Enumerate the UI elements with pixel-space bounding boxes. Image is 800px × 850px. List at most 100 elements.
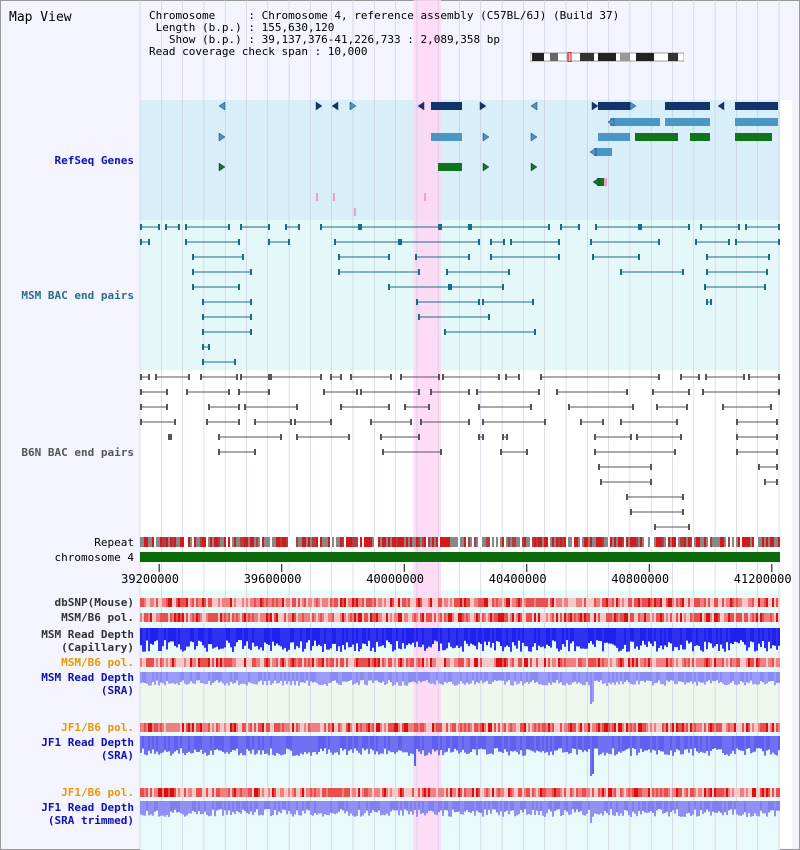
msm-bac-pair[interactable] xyxy=(285,224,287,230)
msm-bac-pair[interactable] xyxy=(440,224,442,230)
msm-bac-pair[interactable] xyxy=(208,344,210,350)
b6n-bac-pair[interactable] xyxy=(330,374,332,380)
gene-block[interactable] xyxy=(665,102,710,110)
b6n-bac-pair[interactable] xyxy=(778,374,780,380)
b6n-bac-pair[interactable] xyxy=(428,404,430,410)
b6n-bac-pair[interactable] xyxy=(296,434,298,440)
msm-bac-pair[interactable] xyxy=(158,224,160,230)
b6n-bac-pair[interactable] xyxy=(320,374,322,380)
gene-arrow[interactable] xyxy=(417,101,425,111)
track-label-msm-depth-capillary[interactable]: MSM Read Depth (Capillary) xyxy=(41,628,134,654)
msm-bac-pair[interactable] xyxy=(638,224,640,230)
msm-bac-pair[interactable] xyxy=(490,254,492,260)
msm-bac-pair[interactable] xyxy=(238,284,240,290)
b6n-bac-pair[interactable] xyxy=(340,374,342,380)
gene-block[interactable] xyxy=(735,118,778,126)
msm-bac-pair[interactable] xyxy=(468,224,470,230)
b6n-bac-pair[interactable] xyxy=(268,374,270,380)
b6n-bac-pair[interactable] xyxy=(636,434,638,440)
msm-bac-pair[interactable] xyxy=(298,224,300,230)
b6n-bac-pair[interactable] xyxy=(758,464,760,470)
b6n-bac-pair[interactable] xyxy=(498,374,500,380)
gene-arrow[interactable] xyxy=(607,117,615,127)
b6n-bac-pair[interactable] xyxy=(654,524,656,530)
b6n-bac-pair[interactable] xyxy=(626,494,628,500)
b6n-bac-pair[interactable] xyxy=(698,374,700,380)
track-label-msm-bac[interactable]: MSM BAC end pairs xyxy=(21,289,134,302)
msm-bac-pair[interactable] xyxy=(532,299,534,305)
msm-bac-pair[interactable] xyxy=(202,344,204,350)
msm-bac-pair[interactable] xyxy=(706,254,708,260)
msm-bac-pair[interactable] xyxy=(478,299,480,305)
gene-arrow[interactable] xyxy=(482,162,490,172)
b6n-bac-pair[interactable] xyxy=(688,524,690,530)
msm-bac-pair[interactable] xyxy=(688,224,690,230)
b6n-bac-pair[interactable] xyxy=(166,389,168,395)
b6n-bac-pair[interactable] xyxy=(626,389,628,395)
b6n-bac-pair[interactable] xyxy=(254,449,256,455)
gene-arrow[interactable] xyxy=(349,101,357,111)
b6n-bac-pair[interactable] xyxy=(502,434,504,440)
msm-bac-pair[interactable] xyxy=(578,224,580,230)
msm-bac-pair[interactable] xyxy=(482,299,484,305)
b6n-bac-pair[interactable] xyxy=(682,494,684,500)
msm-bac-pair[interactable] xyxy=(658,239,660,245)
b6n-bac-pair[interactable] xyxy=(544,419,546,425)
msm-bac-pair[interactable] xyxy=(178,224,180,230)
b6n-bac-pair[interactable] xyxy=(418,434,420,440)
msm-bac-pair[interactable] xyxy=(338,254,340,260)
msm-bac-pair[interactable] xyxy=(638,254,640,260)
msm-bac-pair[interactable] xyxy=(140,224,142,230)
chromosome-bar[interactable] xyxy=(140,552,780,562)
msm-bac-pair[interactable] xyxy=(338,269,340,275)
msm-bac-pair[interactable] xyxy=(438,224,440,230)
b6n-bac-pair[interactable] xyxy=(598,464,600,470)
b6n-bac-pair[interactable] xyxy=(530,404,532,410)
msm-bac-pair[interactable] xyxy=(446,269,448,275)
msm-bac-pair[interactable] xyxy=(185,224,187,230)
b6n-bac-pair[interactable] xyxy=(236,374,238,380)
msm-bac-pair[interactable] xyxy=(250,269,252,275)
b6n-bac-pair[interactable] xyxy=(620,419,622,425)
msm-bac-pair[interactable] xyxy=(560,224,562,230)
gene-block[interactable] xyxy=(598,102,630,110)
b6n-bac-pair[interactable] xyxy=(776,449,778,455)
msm-bac-pair[interactable] xyxy=(400,239,402,245)
b6n-bac-pair[interactable] xyxy=(736,419,738,425)
gene-arrow[interactable] xyxy=(218,132,226,142)
gene-block[interactable] xyxy=(431,102,462,110)
msm-bac-pair[interactable] xyxy=(534,329,536,335)
gene-arrow[interactable] xyxy=(482,132,490,142)
b6n-bac-pair[interactable] xyxy=(468,419,470,425)
msm-bac-pair[interactable] xyxy=(268,239,270,245)
b6n-bac-pair[interactable] xyxy=(188,374,190,380)
b6n-bac-pair[interactable] xyxy=(140,374,142,380)
b6n-bac-pair[interactable] xyxy=(228,389,230,395)
b6n-bac-pair[interactable] xyxy=(140,404,142,410)
msm-bac-pair[interactable] xyxy=(192,254,194,260)
gene-block[interactable] xyxy=(735,102,778,110)
gene-block[interactable] xyxy=(690,133,710,141)
msm-bac-pair[interactable] xyxy=(418,269,420,275)
track-label-msm-b6-pol[interactable]: MSM/B6 pol. xyxy=(61,611,134,624)
b6n-bac-pair[interactable] xyxy=(296,404,298,410)
b6n-bac-pair[interactable] xyxy=(440,449,442,455)
msm-bac-pair[interactable] xyxy=(444,329,446,335)
msm-bac-pair[interactable] xyxy=(558,239,560,245)
msm-bac-pair[interactable] xyxy=(738,224,740,230)
b6n-bac-pair[interactable] xyxy=(538,389,540,395)
b6n-bac-pair[interactable] xyxy=(200,374,202,380)
b6n-bac-pair[interactable] xyxy=(208,404,210,410)
gene-arrow[interactable] xyxy=(479,101,487,111)
b6n-bac-pair[interactable] xyxy=(360,389,362,395)
b6n-bac-pair[interactable] xyxy=(206,419,208,425)
gene-arrow[interactable] xyxy=(315,101,323,111)
b6n-bac-pair[interactable] xyxy=(705,374,707,380)
gene-arrow[interactable] xyxy=(530,132,538,142)
b6n-bac-pair[interactable] xyxy=(186,389,188,395)
b6n-bac-pair[interactable] xyxy=(442,374,444,380)
msm-bac-pair[interactable] xyxy=(490,239,492,245)
b6n-bac-pair[interactable] xyxy=(430,389,432,395)
msm-bac-pair[interactable] xyxy=(165,224,167,230)
b6n-bac-pair[interactable] xyxy=(776,479,778,485)
